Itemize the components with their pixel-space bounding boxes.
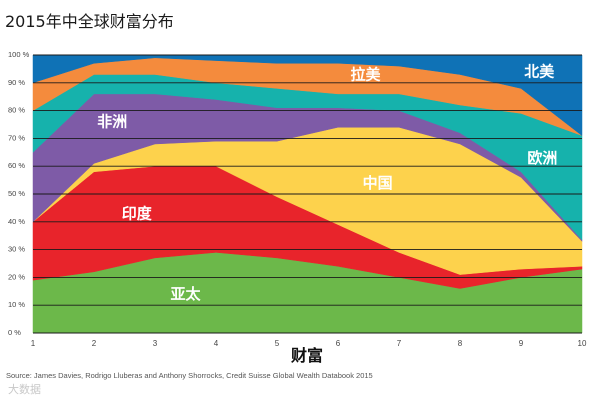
series-label: 欧洲 [527, 149, 557, 167]
series-label: 拉美 [350, 65, 381, 83]
x-tick-label: 5 [275, 339, 280, 348]
x-tick-label: 8 [458, 339, 463, 348]
x-tick-label: 4 [214, 339, 219, 348]
y-axis-ticks: 0 % 10 % 20 % 30 % 40 % 50 % 60 % 70 % 80 % 90 % 1… [8, 50, 30, 337]
y-tick-label: 10 % [8, 300, 25, 309]
chart-title: 2015年中全球财富分布 [5, 12, 174, 31]
x-tick-label: 9 [519, 339, 524, 348]
y-tick-label: 80 % [8, 106, 25, 115]
source-note: Source: James Davies, Rodrigo Lluberas a… [6, 371, 373, 380]
series-areas [32, 54, 583, 334]
y-tick-label: 30 % [8, 245, 25, 254]
x-tick-label: 6 [336, 339, 341, 348]
y-tick-label: 50 % [8, 189, 25, 198]
x-axis-ticks: 1 2 3 4 5 6 7 8 9 10 [31, 339, 587, 348]
series-label: 亚太 [170, 285, 201, 303]
x-tick-label: 2 [92, 339, 97, 348]
x-tick-label: 3 [153, 339, 158, 348]
y-tick-label: 100 % [8, 50, 30, 59]
series-label: 非洲 [97, 113, 127, 131]
y-tick-label: 90 % [8, 78, 25, 87]
x-tick-label: 10 [578, 339, 587, 348]
y-tick-label: 40 % [8, 217, 25, 226]
y-tick-label: 20 % [8, 272, 25, 281]
gridlines [33, 54, 582, 334]
watermark: 大数据 [8, 383, 41, 396]
series-label: 中国 [363, 174, 393, 192]
x-tick-label: 7 [397, 339, 402, 348]
x-tick-label: 1 [31, 339, 36, 348]
series-label: 印度 [122, 204, 153, 222]
series-label: 北美 [524, 63, 555, 81]
y-tick-label: 0 % [8, 328, 21, 337]
x-axis-label: 财富 [290, 346, 323, 365]
y-tick-label: 60 % [8, 161, 25, 170]
y-tick-label: 70 % [8, 133, 25, 142]
